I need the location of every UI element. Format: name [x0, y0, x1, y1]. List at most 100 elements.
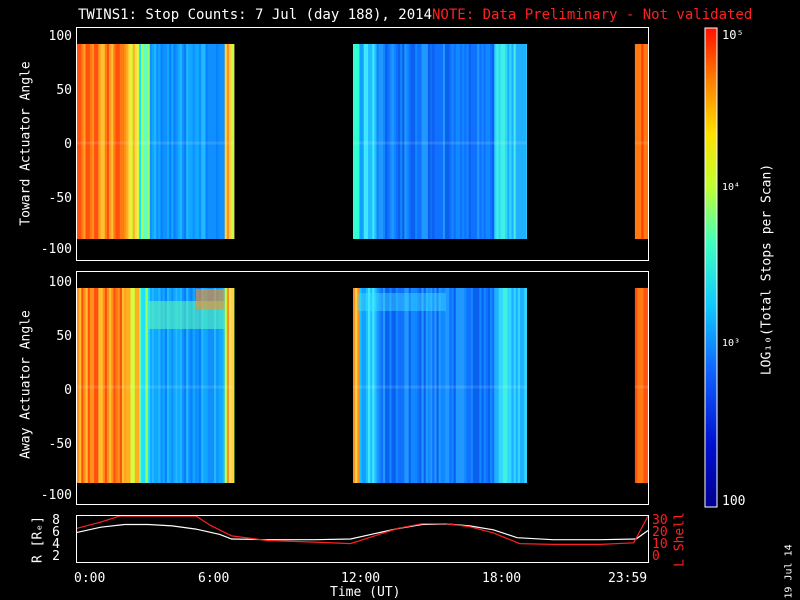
heatmap-column [447, 288, 450, 483]
heatmap-column [457, 288, 461, 483]
heatmap-column [102, 288, 106, 483]
heatmap-column [209, 44, 213, 239]
heatmap-column [171, 44, 174, 239]
heatmap-column [410, 44, 414, 239]
heatmap-column [363, 44, 367, 239]
toward-ytick: 100 [48, 29, 72, 44]
heatmap-column [145, 288, 148, 483]
heatmap-column [479, 288, 482, 483]
heatmap-column [190, 288, 193, 483]
heatmap-column [143, 44, 146, 239]
heatmap-column [455, 288, 459, 483]
heatmap-column [451, 44, 454, 239]
toward-ytick: -100 [40, 242, 72, 257]
heatmap-column [505, 288, 508, 483]
heatmap-column [460, 288, 463, 483]
heatmap-column [408, 44, 412, 239]
heatmap-column [137, 288, 140, 483]
heatmap-column [96, 288, 99, 483]
heatmap-column [423, 288, 427, 483]
radius-ytick: 4 [52, 537, 60, 552]
heatmap-column [472, 288, 476, 483]
heatmap-column [203, 44, 206, 239]
heatmap-column [397, 44, 401, 239]
heatmap-column [517, 288, 521, 483]
heatmap-column [194, 44, 198, 239]
heatmap-column [402, 288, 405, 483]
heatmap-column [222, 288, 226, 483]
heatmap-column [151, 44, 155, 239]
heatmap-column [147, 288, 151, 483]
heatmap-column [513, 44, 517, 239]
heatmap-column [505, 44, 508, 239]
heatmap-column [432, 288, 435, 483]
heatmap-column [100, 44, 104, 239]
heatmap-column [515, 288, 519, 483]
colorbar-label: LOG₁₀(Total Stops per Scan) [759, 163, 775, 376]
toward-ylabel: Toward Actuator Angle [18, 61, 34, 226]
heatmap-column [639, 288, 642, 483]
heatmap-column [425, 44, 429, 239]
heatmap-column [641, 44, 644, 239]
heatmap-column [77, 44, 80, 239]
radius-ytick: 8 [52, 513, 60, 528]
heatmap-column [89, 288, 93, 483]
heatmap-column [637, 288, 640, 483]
heatmap-column [147, 44, 151, 239]
heatmap-column [181, 44, 185, 239]
heatmap-column [134, 44, 138, 239]
heatmap-column [520, 288, 523, 483]
heatmap-column [496, 288, 499, 483]
heatmap-column [357, 44, 360, 239]
heatmap-column [509, 288, 512, 483]
heatmap-column [464, 44, 467, 239]
heatmap-column [451, 288, 454, 483]
heatmap-column [81, 44, 84, 239]
heatmap-column [166, 44, 170, 239]
heatmap-column [511, 44, 514, 239]
heatmap-column [353, 44, 356, 239]
toward-ytick: 50 [56, 83, 72, 98]
heatmap-column [490, 288, 493, 483]
heatmap-column [434, 288, 437, 483]
heatmap-column [421, 288, 424, 483]
heatmap-column [166, 288, 170, 483]
lshell-line [76, 515, 649, 546]
heatmap-column [481, 288, 484, 483]
heatmap-column [423, 44, 427, 239]
heatmap-column [427, 44, 431, 239]
heatmap-column [126, 288, 129, 483]
heatmap-column [109, 44, 112, 239]
heatmap-column [427, 288, 431, 483]
heatmap-column [361, 44, 364, 239]
heatmap-column [389, 44, 392, 239]
upper-band [195, 289, 225, 309]
heatmap-column [83, 44, 86, 239]
heatmap-column [466, 288, 469, 483]
heatmap-column [378, 44, 382, 239]
heatmap-column [122, 44, 125, 239]
heatmap-column [417, 288, 420, 483]
heatmap-column [175, 44, 178, 239]
radius-ytick: 6 [52, 525, 60, 540]
heatmap-column [89, 44, 93, 239]
lshell-ytick: 30 [652, 513, 668, 528]
heatmap-column [184, 288, 187, 483]
heatmap-column [500, 44, 504, 239]
heatmap-column [520, 44, 523, 239]
heatmap-column [412, 44, 416, 239]
heatmap-column [179, 288, 183, 483]
heatmap-column [477, 288, 480, 483]
heatmap-column [449, 44, 452, 239]
heatmap-column [634, 44, 638, 239]
heatmap-column [496, 44, 499, 239]
heatmap-column [85, 44, 89, 239]
heatmap-column [517, 44, 521, 239]
heatmap-column [175, 288, 178, 483]
radius-ytick: 2 [52, 549, 60, 564]
heatmap-column [479, 44, 482, 239]
heatmap-column [483, 288, 487, 483]
heatmap-column [188, 44, 191, 239]
heatmap-column [412, 288, 416, 483]
heatmap-column [192, 44, 196, 239]
